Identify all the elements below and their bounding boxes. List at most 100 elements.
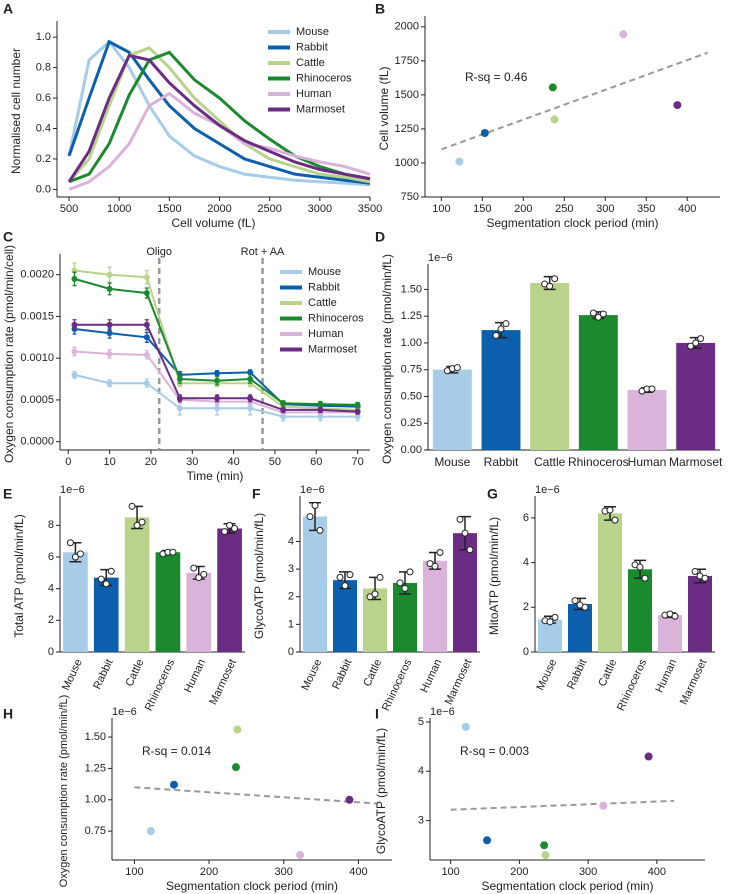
x-tick-label: 150 xyxy=(473,203,491,215)
replicate-dot xyxy=(66,539,74,547)
x-tick-label: Rhinoceros xyxy=(568,455,629,469)
point xyxy=(644,752,653,761)
replicate-dot xyxy=(128,502,136,510)
y-tick-label: 0.6 xyxy=(36,92,51,104)
y-tick-label: 0.25 xyxy=(401,417,422,429)
x-tick-label: 250 xyxy=(555,203,573,215)
panel-letter: B xyxy=(375,1,385,17)
replicate-dot xyxy=(231,525,239,532)
y-axis-label: Oxygen consumption rate (pmol/min/fL) xyxy=(380,254,394,464)
replicate-dot xyxy=(200,570,208,578)
y-tick-label: 0.75 xyxy=(401,364,422,376)
series-marker xyxy=(317,406,324,413)
point xyxy=(550,115,559,124)
series-marker xyxy=(280,400,287,407)
replicate-dot xyxy=(589,309,597,317)
bar xyxy=(658,615,682,652)
event-label: Rot + AA xyxy=(241,246,285,258)
replicate-dot xyxy=(606,506,614,514)
series-line xyxy=(68,91,371,191)
x-tick-label: 400 xyxy=(648,866,666,878)
axis-offset: 1e−6 xyxy=(535,484,560,496)
replicate-dot xyxy=(133,521,141,529)
x-tick-label: 100 xyxy=(441,866,459,878)
y-axis-label: Oxygen consumption rate (pmol/min/fL) xyxy=(58,695,70,888)
replicate-dot xyxy=(341,582,349,590)
bar xyxy=(530,282,570,450)
y-tick-label: 0 xyxy=(48,646,54,658)
series-marker xyxy=(143,380,150,387)
legend-label: Mouse xyxy=(308,266,341,278)
y-tick-label: 0.4 xyxy=(36,122,51,134)
x-tick-label: Cattle xyxy=(123,657,146,688)
replicate-dot xyxy=(599,310,607,318)
y-tick-label: 0 xyxy=(523,646,529,658)
bar xyxy=(155,552,181,652)
replicate-dot xyxy=(190,564,198,572)
axis-offset: 1e−6 xyxy=(112,706,137,718)
y-tick-label: 5 xyxy=(418,716,424,728)
y-tick-label: 0.0010 xyxy=(20,352,54,364)
replicate-dot xyxy=(692,339,700,347)
point xyxy=(483,836,492,845)
x-tick-label: Marmoset xyxy=(678,657,710,706)
x-tick-label: 2000 xyxy=(207,203,231,215)
replicate-dot xyxy=(195,574,203,582)
y-tick-label: 1.25 xyxy=(401,310,422,322)
y-axis-label: Normalised cell number xyxy=(9,48,23,174)
replicate-dot xyxy=(697,335,705,343)
trend-line xyxy=(450,799,675,811)
legend-label: Mouse xyxy=(296,26,329,38)
x-tick-label: Rhinoceros xyxy=(380,657,415,713)
point xyxy=(541,851,550,860)
x-tick-label: 200 xyxy=(510,866,528,878)
y-tick-label: 1500 xyxy=(395,89,419,101)
series-line xyxy=(67,39,371,185)
x-tick-label: Mouse xyxy=(434,455,470,469)
point xyxy=(619,30,628,39)
replicate-dot xyxy=(648,385,656,393)
replicate-dot xyxy=(636,563,644,571)
replicate-dot xyxy=(138,518,146,526)
y-axis-label: Cell volume (fL) xyxy=(377,66,391,150)
replicate-dot xyxy=(102,580,110,588)
x-tick-label: 300 xyxy=(596,203,614,215)
replicate-dot xyxy=(551,275,559,283)
replicate-dot xyxy=(453,364,461,372)
replicate-dot xyxy=(581,603,589,611)
legend-label: Human xyxy=(308,328,343,340)
y-tick-label: 0.8 xyxy=(36,62,51,74)
x-tick-label: Rabbit xyxy=(91,657,115,691)
replicate-dot xyxy=(76,550,84,558)
bar xyxy=(217,528,242,652)
bar xyxy=(453,533,477,652)
bar xyxy=(568,603,592,652)
replicate-dot xyxy=(226,521,234,529)
legend-label: Marmoset xyxy=(308,343,357,355)
replicate-dot xyxy=(571,597,579,605)
replicate-dot xyxy=(97,575,105,583)
bar xyxy=(63,552,88,652)
point xyxy=(345,795,354,804)
bar xyxy=(186,572,212,652)
replicate-dot xyxy=(502,320,510,328)
x-tick-label: 400 xyxy=(678,203,696,215)
bar xyxy=(628,569,652,652)
y-tick-label: 6 xyxy=(523,512,529,524)
y-tick-label: 0.00 xyxy=(401,444,422,456)
point xyxy=(480,129,489,138)
bar xyxy=(93,577,119,652)
x-tick-label: Marmoset xyxy=(443,657,475,706)
series-marker xyxy=(143,274,150,281)
x-tick-label: 60 xyxy=(310,456,322,468)
y-axis-label: Oxygen consumption rate (pmol/min/cell) xyxy=(2,245,16,463)
series-marker xyxy=(143,351,150,358)
replicate-dot xyxy=(346,571,354,579)
y-tick-label: 0.50 xyxy=(401,390,422,402)
y-tick-label: 0.0020 xyxy=(20,269,54,281)
panel-letter: F xyxy=(252,486,261,502)
x-tick-label: 0 xyxy=(65,456,71,468)
replicate-dot xyxy=(551,613,559,621)
bar xyxy=(303,516,327,652)
series-marker xyxy=(317,401,324,408)
